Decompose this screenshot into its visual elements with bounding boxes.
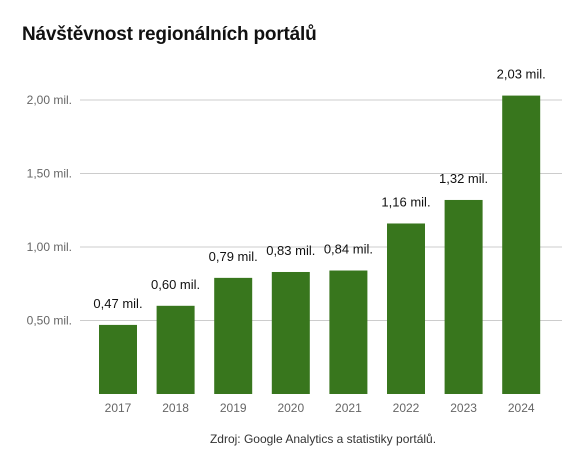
chart-title: Návštěvnost regionálních portálů [22,24,317,45]
bars [99,95,541,394]
data-label-2017: 0,47 mil. [93,296,142,311]
x-tick-label: 2019 [220,401,247,415]
data-label-2019: 0,79 mil. [209,249,258,264]
bar-2017 [99,324,137,394]
x-tick-label: 2017 [105,401,132,415]
x-tick-label: 2018 [162,401,189,415]
x-tick-label: 2022 [393,401,420,415]
bar-2018 [156,305,195,394]
data-label-2023: 1,32 mil. [439,171,488,186]
y-tick-label: 0,50 mil. [27,314,72,328]
bar-2020 [271,271,310,394]
data-label-2024: 2,03 mil. [497,67,546,82]
y-axis-tick-labels: 0,50 mil. 1,00 mil. 1,50 mil. 2,00 mil. [27,93,72,328]
data-label-2022: 1,16 mil. [381,194,430,209]
x-tick-label: 2020 [277,401,304,415]
data-label-2018: 0,60 mil. [151,277,200,292]
bar-2023 [444,199,483,394]
data-label-2021: 0,84 mil. [324,242,373,257]
bar-2021 [329,270,368,394]
bar-2022 [387,223,425,394]
y-tick-label: 1,50 mil. [27,167,72,181]
data-label-2020: 0,83 mil. [266,243,315,258]
data-labels: 0,47 mil. 0,60 mil. 0,79 mil. 0,83 mil. 0,84… [93,67,545,311]
bar-2024 [502,95,541,394]
bar-2019 [214,277,253,394]
x-axis-tick-labels: 2017 2018 2019 2020 2021 2022 2023 2024 [105,401,535,415]
x-tick-label: 2021 [335,401,362,415]
x-tick-label: 2023 [450,401,477,415]
y-tick-label: 2,00 mil. [27,93,72,107]
x-tick-label: 2024 [508,401,535,415]
chart-source: Zdroj: Google Analytics a statistiky por… [209,432,437,446]
y-tick-label: 1,00 mil. [27,240,72,254]
